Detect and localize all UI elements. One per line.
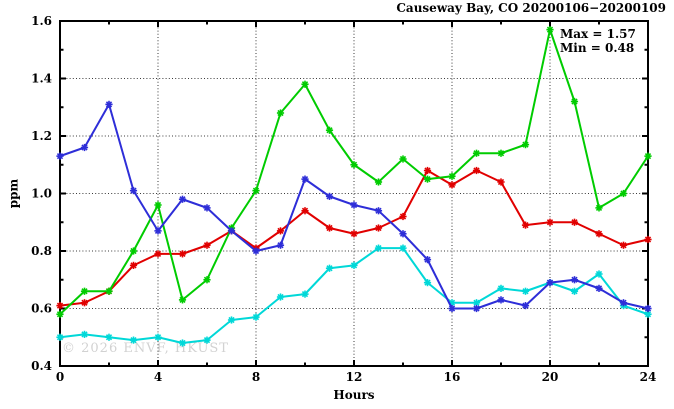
svg-text:0.4: 0.4 xyxy=(31,359,52,373)
svg-text:1.2: 1.2 xyxy=(31,129,52,143)
svg-text:20: 20 xyxy=(542,370,559,384)
x-axis-label: Hours xyxy=(333,388,375,402)
svg-text:0.6: 0.6 xyxy=(31,302,52,316)
svg-text:24: 24 xyxy=(640,370,657,384)
max-min-annotation: Max = 1.57 Min = 0.48 xyxy=(560,27,636,55)
svg-text:0.8: 0.8 xyxy=(31,244,52,258)
svg-text:1.6: 1.6 xyxy=(31,14,52,28)
svg-text:1.4: 1.4 xyxy=(31,72,52,86)
svg-text:1.0: 1.0 xyxy=(31,187,52,201)
svg-text:12: 12 xyxy=(346,370,363,384)
min-value-label: Min = 0.48 xyxy=(560,41,635,55)
chart-title: Causeway Bay, CO 20200106−20200109 xyxy=(396,1,666,15)
svg-text:0: 0 xyxy=(56,370,64,384)
svg-text:8: 8 xyxy=(252,370,260,384)
svg-text:4: 4 xyxy=(154,370,162,384)
svg-text:16: 16 xyxy=(444,370,461,384)
max-value-label: Max = 1.57 xyxy=(560,27,636,41)
watermark: © 2026 ENVF, HKUST xyxy=(62,341,229,356)
y-axis-label: ppm xyxy=(6,178,21,209)
